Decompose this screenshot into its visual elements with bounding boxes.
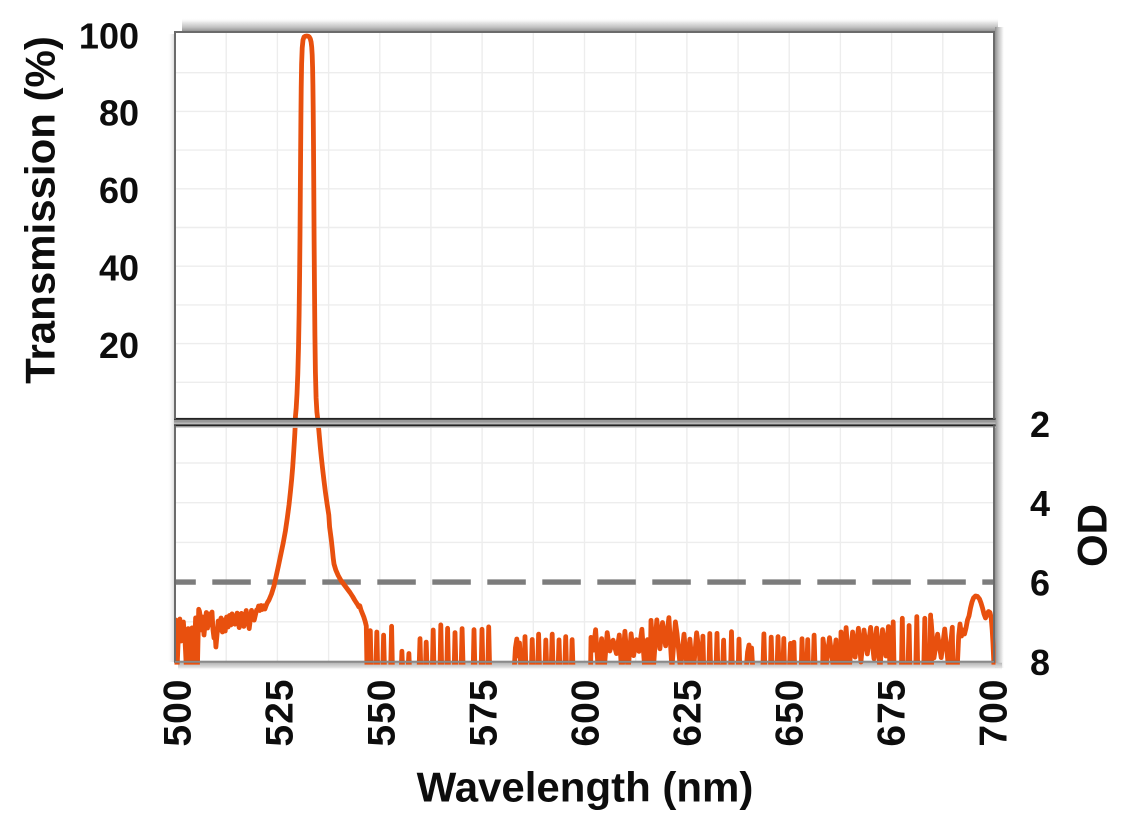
- svg-text:500: 500: [157, 679, 200, 747]
- svg-text:700: 700: [973, 679, 1016, 747]
- svg-text:625: 625: [667, 679, 710, 747]
- svg-text:675: 675: [871, 679, 914, 747]
- svg-text:4: 4: [1030, 483, 1050, 524]
- svg-text:575: 575: [463, 679, 506, 747]
- svg-text:2: 2: [1030, 404, 1050, 445]
- svg-text:100: 100: [79, 15, 139, 56]
- svg-text:8: 8: [1030, 642, 1050, 683]
- svg-text:650: 650: [769, 679, 812, 747]
- svg-text:60: 60: [99, 170, 139, 211]
- svg-text:40: 40: [99, 248, 139, 289]
- svg-text:550: 550: [361, 679, 404, 747]
- svg-text:6: 6: [1030, 563, 1050, 604]
- svg-text:80: 80: [99, 93, 139, 134]
- svg-text:Transmission (%): Transmission (%): [17, 36, 64, 384]
- svg-text:20: 20: [99, 325, 139, 366]
- svg-text:600: 600: [565, 679, 608, 747]
- svg-text:525: 525: [259, 679, 302, 747]
- svg-text:OD: OD: [1069, 504, 1116, 567]
- svg-text:Wavelength (nm): Wavelength (nm): [417, 764, 754, 811]
